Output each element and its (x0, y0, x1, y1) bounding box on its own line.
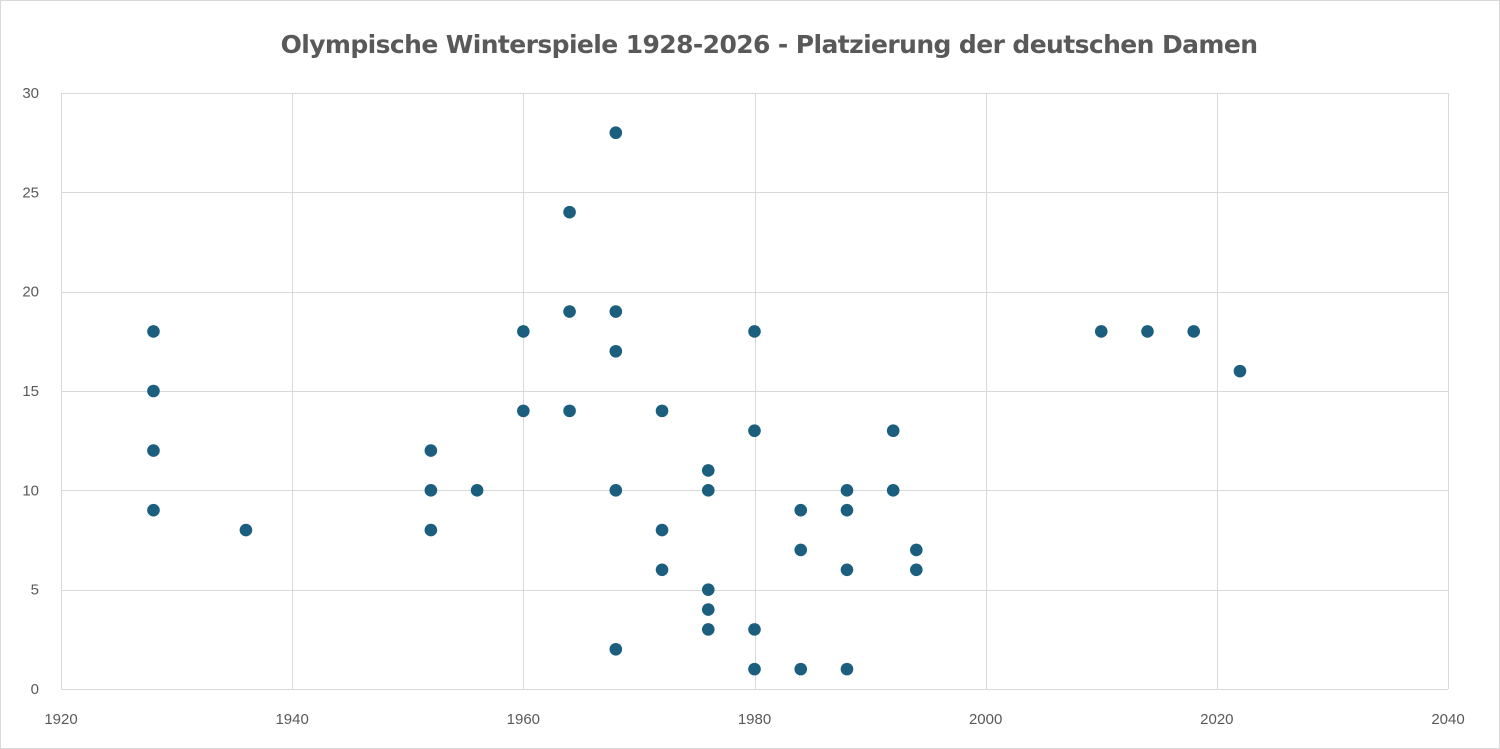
data-point (748, 325, 761, 338)
data-point (701, 464, 715, 477)
data-point (794, 503, 808, 517)
y-tick-label: 0 (31, 681, 39, 698)
data-point (840, 662, 854, 676)
data-point (517, 325, 530, 338)
gridlines (61, 93, 1449, 690)
data-point (609, 305, 623, 318)
data-point (748, 623, 761, 636)
x-tick-label: 1920 (44, 711, 77, 728)
data-point (840, 563, 854, 577)
data-point (701, 484, 715, 497)
data-point (701, 623, 715, 636)
data-point (701, 603, 715, 616)
y-tick-label: 30 (22, 85, 39, 102)
data-point (655, 523, 669, 537)
data-point (748, 424, 761, 438)
data-point (1187, 325, 1201, 338)
data-point (609, 484, 623, 497)
data-point (910, 563, 923, 577)
data-point (886, 424, 900, 438)
data-point (563, 305, 576, 318)
x-tick-label: 1960 (507, 711, 540, 728)
data-point (840, 503, 854, 517)
data-point (470, 484, 484, 497)
data-point (1233, 364, 1247, 378)
data-point (609, 126, 623, 140)
x-tick-label: 1980 (738, 711, 771, 728)
data-point (424, 484, 438, 497)
x-tick-label: 2020 (1200, 711, 1233, 728)
data-point (609, 344, 623, 358)
data-point (563, 404, 576, 418)
data-point (147, 325, 160, 338)
y-tick-label: 5 (31, 582, 39, 599)
chart-title: Olympische Winterspiele 1928-2026 - Plat… (280, 30, 1258, 59)
data-point (886, 484, 900, 497)
y-tick-label: 15 (22, 383, 39, 400)
data-point (1094, 325, 1108, 338)
data-point (424, 523, 438, 537)
data-point (1141, 325, 1154, 338)
data-point (794, 662, 808, 676)
y-tick-label: 25 (22, 184, 39, 201)
data-point (147, 384, 160, 398)
data-point (655, 404, 669, 418)
data-point (910, 543, 923, 557)
x-tick-label: 2000 (969, 711, 1002, 728)
data-point (563, 205, 576, 219)
data-point (655, 563, 669, 577)
data-point (239, 523, 253, 537)
data-point (517, 404, 530, 418)
data-point (609, 642, 623, 656)
data-point (794, 543, 808, 557)
y-tick-label: 20 (22, 284, 39, 301)
data-point (748, 662, 761, 676)
y-tick-label: 10 (22, 482, 39, 499)
data-point (701, 583, 715, 596)
y-axis-tick-labels: 0 5 10 15 20 25 30 (22, 85, 39, 698)
data-point (424, 444, 438, 457)
x-axis-tick-labels: 1920 1940 1960 1980 2000 2020 2040 (44, 711, 1464, 728)
x-tick-label: 1940 (275, 711, 308, 728)
data-point (147, 503, 160, 517)
data-point (840, 484, 854, 497)
data-point (147, 444, 160, 457)
data-points (147, 126, 1247, 676)
x-tick-label: 2040 (1431, 711, 1464, 728)
